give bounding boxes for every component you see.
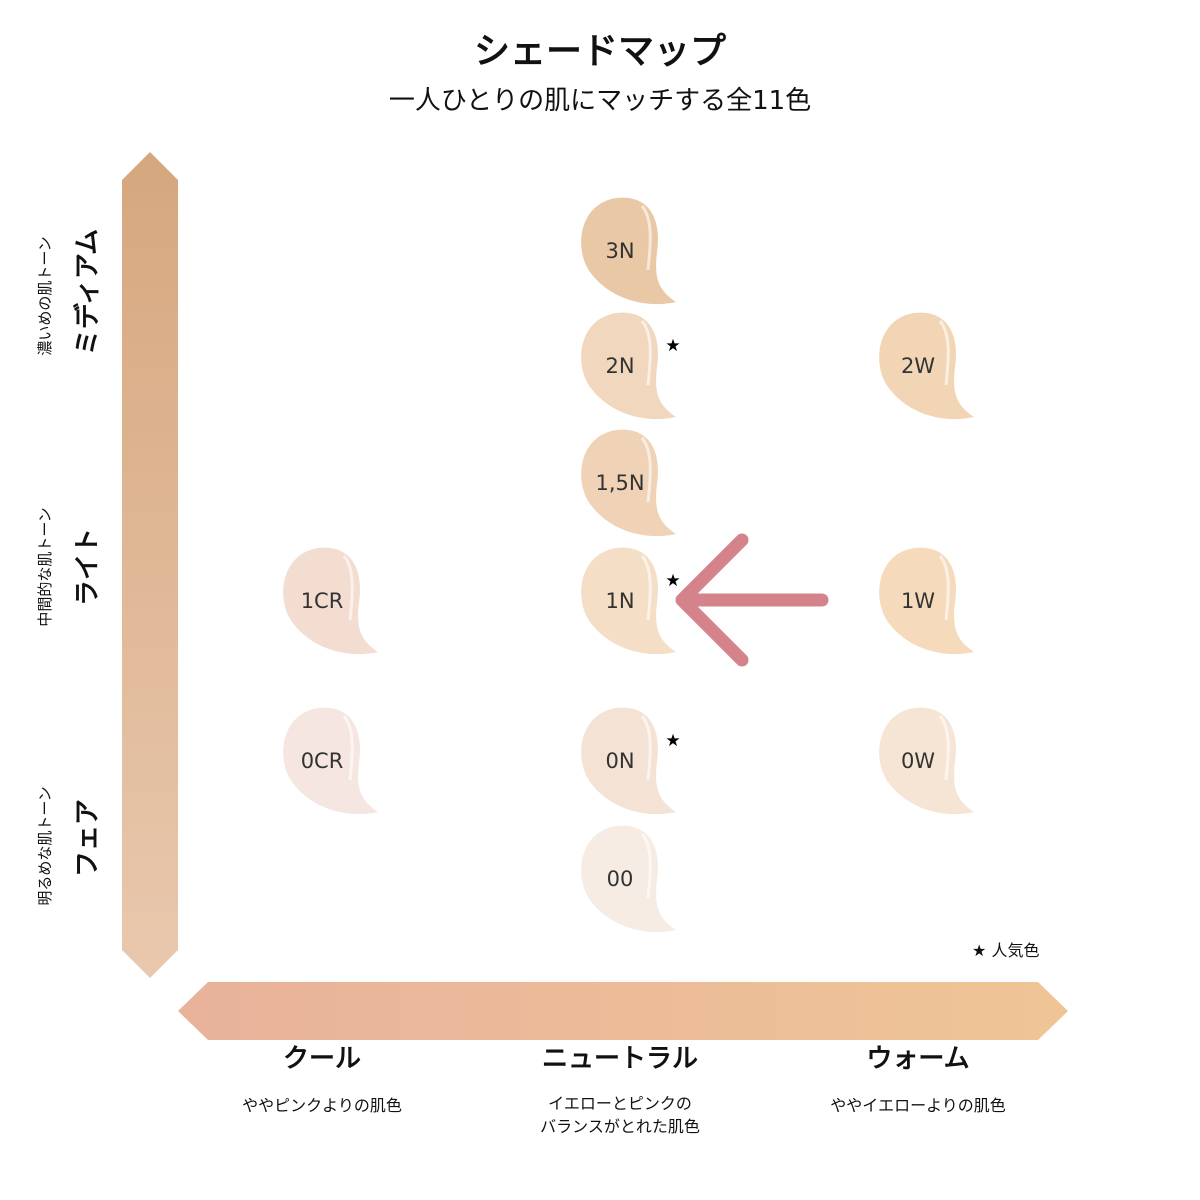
swatch-highlight — [640, 205, 652, 271]
page-title: シェードマップ — [473, 31, 726, 72]
shade-label: 3N — [605, 239, 634, 263]
popular-star-icon: ★ — [665, 571, 680, 591]
swatch-blob — [581, 429, 676, 537]
shade-label: 2N — [605, 354, 634, 378]
popular-star-icon: ★ — [665, 731, 680, 751]
type-label-warm: ウォーム — [866, 1044, 970, 1074]
shade-swatch-2N: 2N ★ — [581, 312, 681, 420]
swatch-highlight — [938, 715, 950, 781]
type-label-cool: クール — [282, 1044, 361, 1074]
horizontal-axis-arrow — [178, 982, 1068, 1040]
legend: ★ 人気色 — [972, 937, 1039, 961]
swatch-highlight — [640, 833, 652, 899]
swatch-blob — [581, 825, 676, 933]
shade-swatch-1CR: 1CR — [283, 547, 378, 655]
tone-label-light: ライト — [73, 528, 103, 607]
shade-swatch-1W: 1W — [879, 547, 974, 655]
shade-label: 0CR — [301, 749, 344, 773]
type-desc-cool: ややピンクよりの肌色 — [242, 1096, 402, 1115]
tone-desc-medium: 濃いめの肌トーン — [36, 236, 54, 356]
shade-label: 1CR — [301, 589, 344, 613]
legend-label: 人気色 — [991, 941, 1040, 960]
shade-swatch-0CR: 0CR — [283, 707, 378, 815]
type-desc-warm: ややイエローよりの肌色 — [830, 1096, 1006, 1115]
type-desc-neutral-2: バランスがとれた肌色 — [540, 1117, 700, 1136]
type-label-neutral: ニュートラル — [541, 1044, 698, 1074]
shade-swatch-1N: 1N ★ — [581, 547, 681, 655]
swatch-highlight — [938, 320, 950, 386]
swatch-blob — [283, 707, 378, 815]
swatch-blob — [879, 707, 974, 815]
shade-swatch-0W: 0W — [879, 707, 974, 815]
shade-label: 1W — [901, 589, 935, 613]
swatch-highlight — [640, 715, 652, 781]
swatch-highlight — [640, 437, 652, 503]
tone-label-medium: ミディアム — [73, 228, 103, 356]
shade-swatch-0N: 0N ★ — [581, 707, 681, 815]
shade-label: 1,5N — [595, 471, 644, 495]
popular-star-icon: ★ — [665, 336, 680, 356]
shade-label: 0N — [605, 749, 634, 773]
tone-desc-fair: 明るめな肌トーン — [36, 786, 54, 906]
swatch-highlight — [938, 555, 950, 621]
swatch-highlight — [640, 320, 652, 386]
shade-swatch-1,5N: 1,5N — [581, 429, 676, 537]
swatch-blob — [581, 312, 676, 420]
shade-swatch-2W: 2W — [879, 312, 974, 420]
highlight-arrow — [675, 533, 829, 667]
tone-desc-light: 中間的な肌トーン — [36, 507, 54, 627]
swatch-blob — [581, 707, 676, 815]
star-icon: ★ — [972, 941, 987, 960]
shade-label: 00 — [607, 867, 634, 891]
swatch-blob — [879, 547, 974, 655]
swatch-highlight — [342, 555, 354, 621]
shade-swatch-00: 00 — [581, 825, 676, 933]
swatch-highlight — [342, 715, 354, 781]
vertical-axis-arrow — [122, 152, 178, 978]
tone-label-fair: フェア — [73, 799, 103, 878]
swatch-blob — [283, 547, 378, 655]
swatch-blob — [879, 312, 974, 420]
shade-label: 0W — [901, 749, 935, 773]
shade-swatch-3N: 3N — [581, 197, 676, 305]
shade-label: 2W — [901, 354, 935, 378]
page-subtitle: 一人ひとりの肌にマッチする全11色 — [388, 86, 812, 116]
swatch-blob — [581, 197, 676, 305]
swatch-highlight — [640, 555, 652, 621]
type-desc-neutral-1: イエローとピンクの — [548, 1094, 692, 1113]
swatch-blob — [581, 547, 676, 655]
shade-label: 1N — [605, 589, 634, 613]
